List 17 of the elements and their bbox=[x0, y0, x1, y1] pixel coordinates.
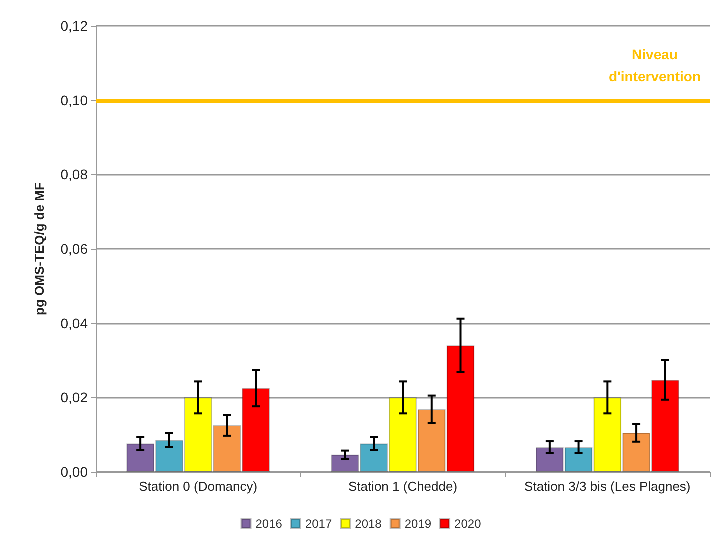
y-tick-label: 0,08 bbox=[60, 166, 88, 183]
y-tick-label: 0,02 bbox=[60, 390, 88, 406]
x-tick-label: Station 0 (Domancy) bbox=[139, 479, 258, 494]
y-tick-label: 0,04 bbox=[60, 315, 88, 332]
legend-label: 2019 bbox=[404, 517, 432, 531]
y-tick-label: 0,10 bbox=[60, 92, 88, 108]
x-tick-label: Station 1 (Chedde) bbox=[348, 479, 458, 494]
y-axis-title: pg OMS-TEQ/g de MF bbox=[32, 182, 47, 316]
legend-label: 2016 bbox=[256, 517, 283, 531]
y-tick-label: 0,12 bbox=[60, 18, 88, 34]
y-tick-label: 0,06 bbox=[60, 241, 88, 257]
y-tick-label: 0,00 bbox=[60, 464, 88, 480]
ref-line-label: Niveau d'intervention bbox=[609, 46, 701, 84]
legend-label: 2020 bbox=[454, 517, 482, 531]
legend-label: 2018 bbox=[355, 517, 382, 531]
legend-label: 2017 bbox=[305, 517, 332, 531]
x-tick-label: Station 3/3 bis (Les Plagnes) bbox=[524, 479, 691, 494]
